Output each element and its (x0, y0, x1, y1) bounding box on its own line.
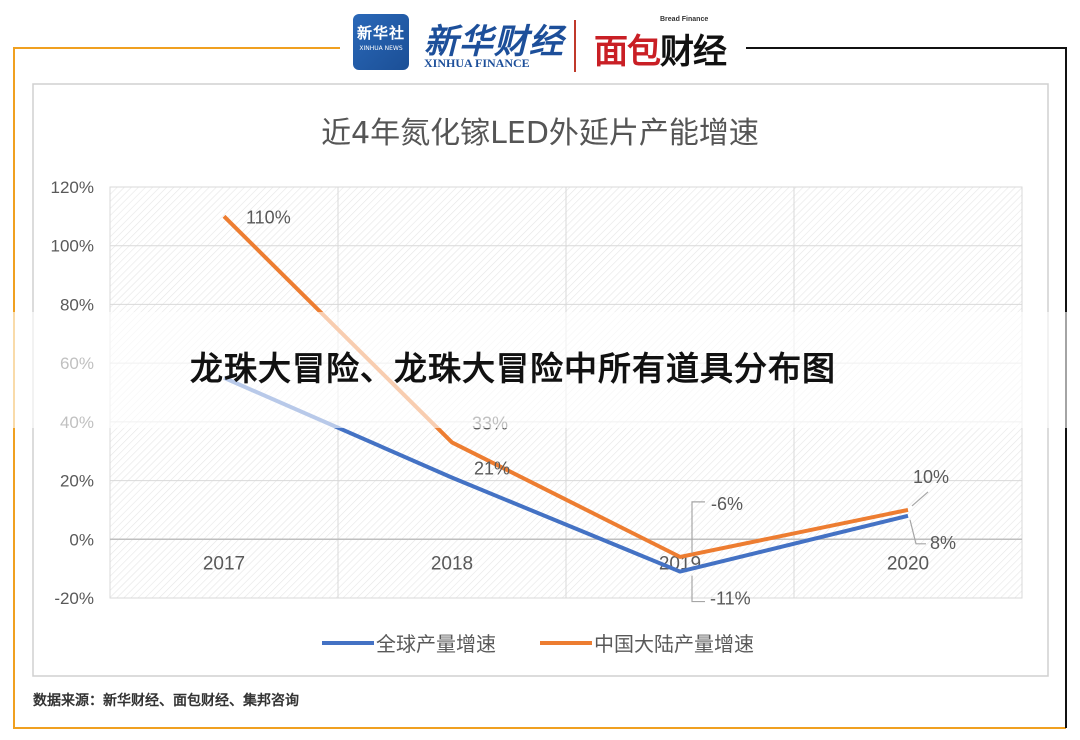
data-label: 10% (913, 467, 949, 487)
y-tick-label: -20% (54, 589, 94, 608)
leader-line (691, 501, 705, 553)
brand2-small: Bread Finance (660, 16, 709, 23)
y-tick-label: 80% (60, 295, 94, 314)
data-label: 110% (246, 207, 291, 227)
brand2-part1: 面包 (594, 32, 661, 72)
y-tick-label: 20% (60, 472, 94, 491)
data-label: 8% (930, 533, 956, 553)
brand-en: XINHUA FINANCE (424, 56, 530, 70)
y-tick-label: 0% (69, 530, 94, 549)
overlay-band (0, 312, 1080, 428)
source-note: 数据来源：新华财经、面包财经、集邦咨询 (33, 693, 299, 709)
legend-label-global: 全球产量增速 (376, 632, 496, 656)
y-tick-label: 120% (51, 178, 94, 197)
leader-line (909, 519, 926, 545)
legend-label-china: 中国大陆产量增速 (594, 632, 754, 656)
brand2-part2: 财经 (660, 32, 727, 72)
chart-title: 近4年氮化镓LED外延片产能增速 (321, 116, 759, 151)
x-tick-label: 2020 (887, 553, 929, 574)
y-tick-label: 100% (51, 237, 94, 256)
x-tick-label: 2017 (203, 553, 245, 574)
leader-line (691, 575, 705, 603)
data-label: -11% (710, 589, 751, 609)
legend-item-global: 全球产量增速 (322, 628, 496, 657)
logo-cn: 新华社 (356, 24, 405, 42)
overlay-title: 龙珠大冒险、龙珠大冒险中所有道具分布图 (190, 349, 836, 388)
leader-line (911, 491, 929, 507)
legend: 全球产量增速 中国大陆产量增速 (0, 628, 1080, 658)
data-label: -6% (711, 494, 743, 514)
legend-item-china: 中国大陆产量增速 (540, 628, 754, 657)
legend-swatch-china (540, 640, 592, 645)
brand-divider (574, 20, 576, 72)
logo-en: XINHUA NEWS (359, 45, 403, 52)
xinhua-logo: 新华社 XINHUA NEWS (353, 14, 409, 70)
x-tick-label: 2018 (431, 553, 473, 574)
data-label: 21% (474, 459, 510, 479)
brand2-logo: 面包财经 (594, 24, 727, 73)
legend-swatch-global (322, 640, 374, 645)
brand-cn: 新华财经 (424, 22, 564, 62)
